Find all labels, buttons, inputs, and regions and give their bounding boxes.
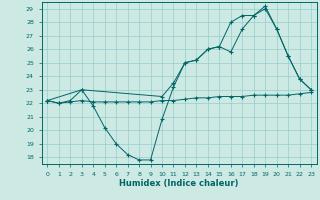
- X-axis label: Humidex (Indice chaleur): Humidex (Indice chaleur): [119, 179, 239, 188]
